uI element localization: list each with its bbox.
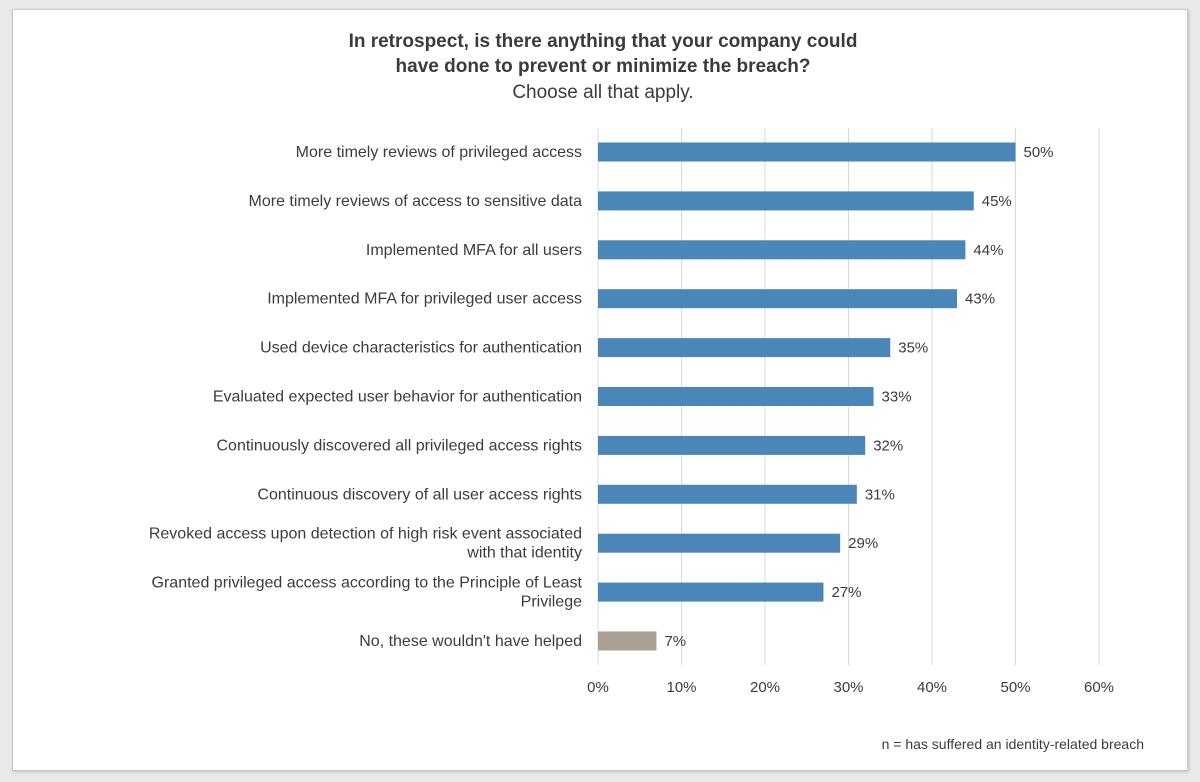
category-label: Implemented MFA for all users	[366, 242, 582, 259]
data-label: 33%	[882, 389, 912, 406]
data-label: 44%	[973, 242, 1003, 259]
bar	[598, 191, 974, 211]
x-tick-label: 40%	[917, 679, 947, 696]
chart-title-line-2: have done to prevent or minimize the bre…	[395, 56, 811, 77]
bar	[598, 533, 841, 553]
x-tick-label: 0%	[587, 679, 609, 696]
footnote: n = has suffered an identity-related bre…	[881, 736, 1144, 752]
data-label: 27%	[831, 584, 861, 601]
bar	[598, 338, 891, 358]
bar	[598, 142, 1016, 162]
bar	[598, 387, 874, 406]
data-label: 7%	[664, 633, 686, 650]
chart-subtitle: Choose all that apply.	[512, 82, 694, 103]
bar	[598, 484, 857, 504]
x-tick-label: 30%	[833, 679, 863, 696]
data-label: 35%	[898, 340, 928, 357]
category-label: More timely reviews of privileged access	[296, 144, 582, 161]
category-label: Revoked access upon detection of high ri…	[149, 526, 582, 543]
category-label: More timely reviews of access to sensiti…	[249, 193, 583, 210]
category-label: Continuous discovery of all user access …	[257, 486, 582, 503]
category-label: No, these wouldn't have helped	[359, 633, 582, 650]
category-label: Evaluated expected user behavior for aut…	[213, 389, 582, 406]
bar	[598, 289, 958, 309]
chart-title-line-1: In retrospect, is there anything that yo…	[348, 31, 858, 52]
x-tick-label: 60%	[1084, 679, 1114, 696]
bar	[598, 631, 657, 651]
chart-title-block: In retrospect, is there anything that yo…	[0, 29, 1200, 106]
category-label: Implemented MFA for privileged user acce…	[267, 291, 582, 308]
bar	[598, 240, 966, 260]
category-label: Used device characteristics for authenti…	[260, 340, 582, 357]
data-label: 32%	[873, 437, 903, 454]
category-label: Privilege	[521, 594, 582, 611]
data-label: 29%	[848, 535, 878, 552]
data-label: 50%	[1024, 144, 1054, 161]
data-label: 43%	[965, 291, 995, 308]
x-tick-label: 50%	[1000, 679, 1030, 696]
data-label: 45%	[982, 193, 1012, 210]
category-label: with that identity	[466, 545, 582, 562]
data-label: 31%	[865, 486, 895, 503]
bar	[598, 435, 866, 455]
bar	[598, 582, 824, 602]
x-tick-label: 20%	[750, 679, 780, 696]
category-label: Continuously discovered all privileged a…	[216, 437, 582, 454]
category-label: Granted privileged access according to t…	[152, 575, 583, 592]
x-tick-label: 10%	[666, 679, 696, 696]
